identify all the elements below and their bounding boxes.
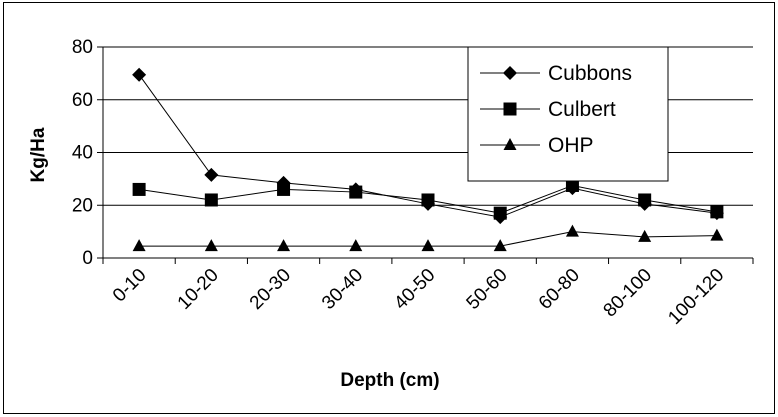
data-point-ohp	[132, 239, 146, 252]
legend: Cubbons Culbert OHP	[467, 46, 669, 182]
data-point-ohp	[565, 224, 579, 237]
y-tick-label: 20	[72, 195, 93, 216]
data-point-ohp	[710, 228, 724, 241]
data-point-culbert	[277, 182, 291, 196]
series-layer	[132, 67, 724, 252]
x-tick-label: 100-120	[664, 265, 728, 329]
legend-label-ohp: OHP	[548, 134, 594, 157]
x-tick-label: 40-50	[390, 265, 439, 314]
data-point-ohp	[421, 239, 435, 252]
data-point-ohp	[204, 239, 218, 252]
x-tick-label: 50-60	[463, 265, 512, 314]
legend-marker-culbert	[503, 102, 517, 116]
legend-label-cubbons: Cubbons	[548, 62, 632, 85]
data-point-culbert	[493, 206, 507, 220]
data-point-ohp	[493, 239, 507, 252]
y-axis-title: Kg/Ha	[28, 127, 49, 182]
x-tick-label: 60-80	[535, 265, 584, 314]
data-point-culbert	[710, 205, 724, 219]
x-axis-title: Depth (cm)	[340, 370, 439, 391]
data-point-ohp	[638, 229, 652, 242]
y-tick-label: 0	[82, 248, 93, 269]
y-tick-label: 60	[72, 90, 93, 111]
data-point-culbert	[132, 182, 146, 196]
data-point-cubbons	[204, 167, 219, 182]
data-point-ohp	[277, 239, 291, 252]
legend-marker-ohp	[503, 138, 517, 150]
x-tick-label: 80-100	[600, 265, 657, 322]
x-tick-label: 20-30	[246, 265, 295, 314]
data-point-culbert	[204, 193, 218, 207]
legend-box	[467, 46, 669, 182]
legend-label-culbert: Culbert	[548, 98, 616, 121]
y-tick-label: 40	[72, 143, 93, 164]
x-tick-label: 10-20	[174, 265, 223, 314]
x-tick-label: 30-40	[318, 265, 367, 314]
data-point-culbert	[638, 193, 652, 207]
data-point-culbert	[421, 193, 435, 207]
y-tick-label: 80	[72, 37, 93, 58]
x-tick-label: 0-10	[109, 265, 151, 307]
data-point-cubbons	[132, 67, 147, 82]
data-point-culbert	[349, 185, 363, 199]
data-point-ohp	[349, 239, 363, 252]
legend-marker-cubbons	[503, 66, 517, 80]
data-point-culbert	[565, 178, 579, 192]
